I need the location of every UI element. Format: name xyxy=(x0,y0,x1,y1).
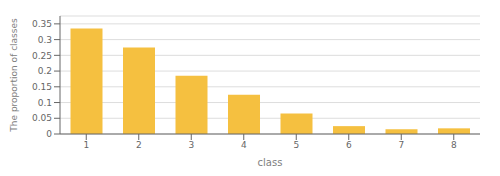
svg-text:0.35: 0.35 xyxy=(32,19,52,29)
svg-text:5: 5 xyxy=(293,140,299,150)
svg-text:7: 7 xyxy=(398,140,404,150)
svg-text:6: 6 xyxy=(346,140,352,150)
svg-text:0.15: 0.15 xyxy=(32,82,52,92)
svg-text:0.3: 0.3 xyxy=(38,35,52,45)
svg-text:0.25: 0.25 xyxy=(32,51,52,61)
svg-text:3: 3 xyxy=(188,140,194,150)
svg-text:0.2: 0.2 xyxy=(38,66,52,76)
svg-text:1: 1 xyxy=(83,140,89,150)
svg-text:8: 8 xyxy=(451,140,457,150)
svg-text:2: 2 xyxy=(136,140,142,150)
svg-text:0: 0 xyxy=(46,129,52,139)
svg-text:class: class xyxy=(258,157,283,168)
svg-text:4: 4 xyxy=(241,140,247,150)
svg-text:0.1: 0.1 xyxy=(38,98,52,108)
svg-text:0.05: 0.05 xyxy=(32,113,52,123)
svg-text:The proportion of classes: The proportion of classes xyxy=(9,18,19,133)
